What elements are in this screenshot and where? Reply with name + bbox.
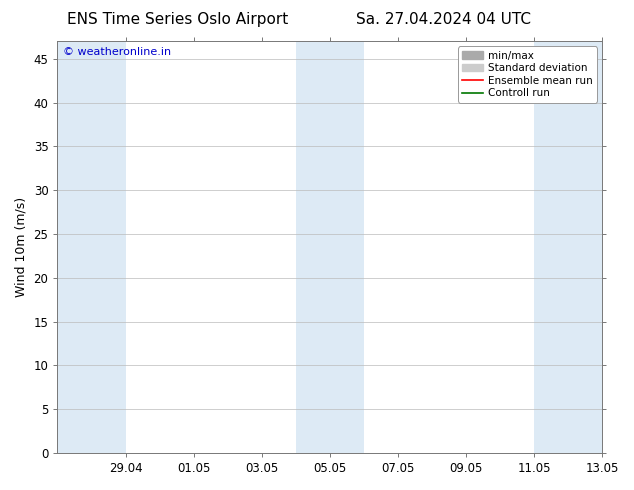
Text: © weatheronline.in: © weatheronline.in bbox=[63, 48, 171, 57]
Text: Sa. 27.04.2024 04 UTC: Sa. 27.04.2024 04 UTC bbox=[356, 12, 531, 27]
Bar bbox=[296, 41, 364, 453]
Text: ENS Time Series Oslo Airport: ENS Time Series Oslo Airport bbox=[67, 12, 288, 27]
Legend: min/max, Standard deviation, Ensemble mean run, Controll run: min/max, Standard deviation, Ensemble me… bbox=[458, 47, 597, 102]
Y-axis label: Wind 10m (m/s): Wind 10m (m/s) bbox=[15, 197, 28, 297]
Bar bbox=[534, 41, 602, 453]
Bar bbox=[58, 41, 126, 453]
